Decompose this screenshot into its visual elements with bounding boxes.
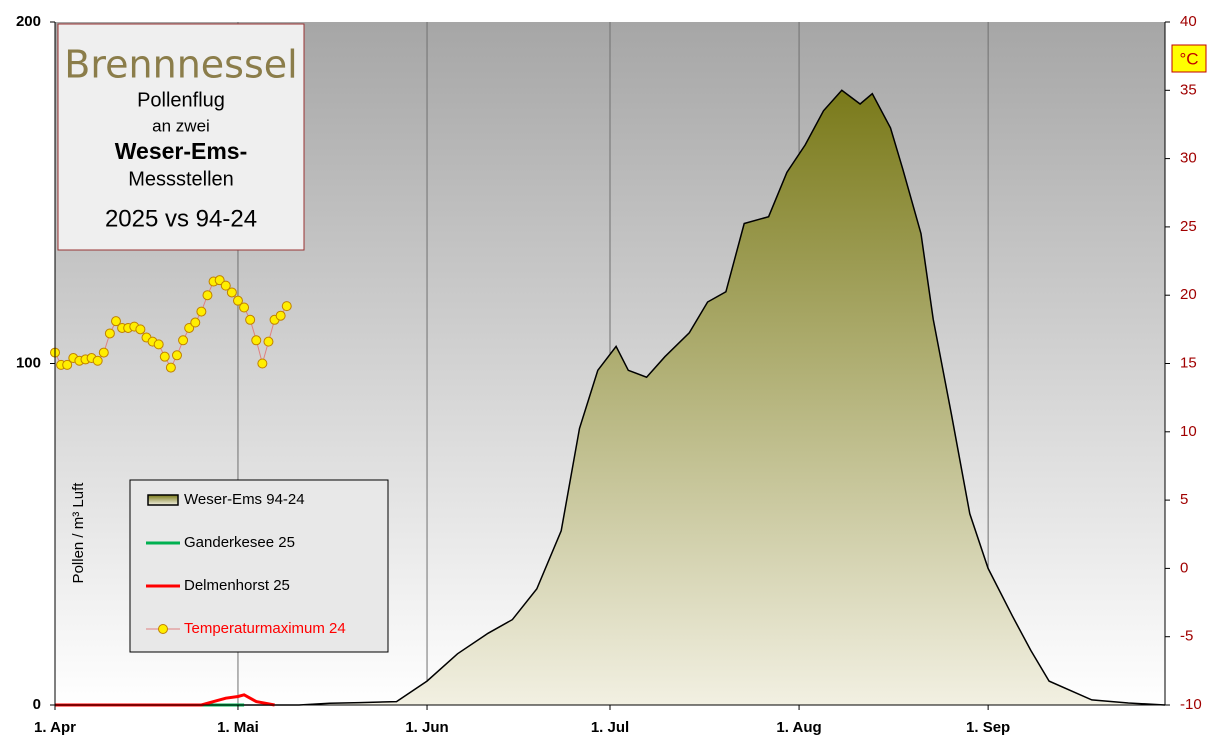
marker [239,302,250,313]
x-tick-label: 1. Mai [217,719,259,736]
legend-marker [158,624,168,634]
marker [159,351,170,362]
marker [232,295,243,306]
marker [62,359,73,370]
marker [196,306,207,317]
x-tick-label: 1. Sep [966,719,1010,736]
marker [110,316,121,327]
y2-tick-label: 25 [1180,218,1197,235]
y2-tick-label: 30 [1180,150,1197,167]
area [55,90,1165,706]
marker [178,335,189,346]
marker [257,358,268,369]
y2-unit-box [1171,44,1207,73]
marker [171,350,182,361]
x-tick-label: 1. Aug [776,719,821,736]
marker [214,275,225,286]
legend-label: Weser-Ems 94-24 [184,491,305,508]
subtitle: Messstellen [128,168,234,190]
x-tick-label: 1. Jul [591,719,629,736]
y-tick-label: 200 [16,13,41,30]
marker [245,314,256,325]
area-outline [55,89,1166,706]
marker [165,362,176,373]
y-tick-label: 0 [33,696,41,713]
legend-symbol [147,494,179,506]
y2-tick-label: 35 [1180,81,1197,98]
subtitle: Pollenflug [137,89,225,111]
marker [251,335,262,346]
marker [98,347,109,358]
marker [220,280,231,291]
y-axis-label: Pollen / m³ Luft [70,482,87,584]
marker [184,322,195,333]
marker [190,317,201,328]
y2-tick-label: 15 [1180,354,1197,371]
legend-label: Delmenhorst 25 [184,577,290,594]
y2-tick-label: 0 [1180,559,1188,576]
subtitle: Weser-Ems- [115,138,248,164]
legend-label: Temperaturmaximum 24 [184,620,346,637]
y-tick-label: 100 [16,354,41,371]
x-tick-label: 1. Jun [405,719,448,736]
marker [153,339,164,350]
y2-tick-label: -5 [1180,628,1193,645]
y2-axis-label: °C [1179,49,1198,68]
chart-title: Brennnessel [64,43,297,87]
x-tick-label: 1. Apr [34,719,76,736]
y2-tick-label: 5 [1180,491,1188,508]
marker [135,324,146,335]
legend [129,479,389,653]
y2-tick-label: -10 [1180,696,1202,713]
marker [275,310,286,321]
period: 2025 vs 94-24 [105,205,257,232]
marker [281,301,292,312]
marker [104,328,115,339]
marker [202,290,213,301]
y2-tick-label: 40 [1180,13,1197,30]
title-box [57,23,305,251]
marker [226,287,237,298]
y2-tick-label: 10 [1180,423,1197,440]
marker [92,355,103,366]
subtitle: an zwei [152,116,210,135]
legend-label: Ganderkesee 25 [184,534,295,551]
marker [263,336,274,347]
y2-tick-label: 20 [1180,286,1197,303]
